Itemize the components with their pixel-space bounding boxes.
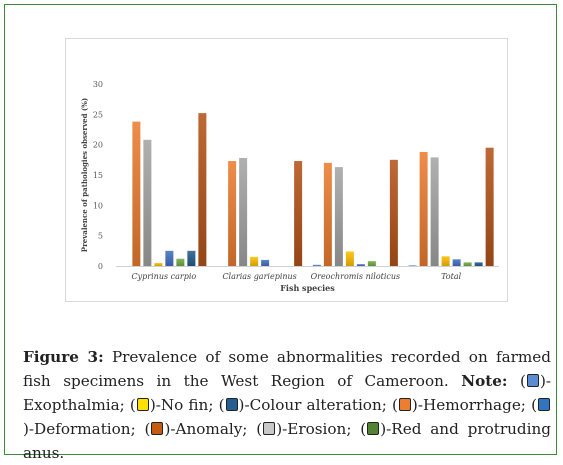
- caption-legend-open: (: [129, 396, 136, 414]
- bar: [345, 251, 354, 266]
- caption-legend-open: (: [391, 396, 398, 414]
- bar: [389, 159, 398, 266]
- caption-legend-open: (: [256, 420, 263, 438]
- y-tick-label: 5: [98, 232, 103, 241]
- legend-swatch: [151, 422, 164, 435]
- bar: [441, 256, 450, 266]
- bar: [463, 262, 472, 266]
- bar: [294, 161, 303, 266]
- y-tick-label: 25: [93, 110, 103, 119]
- bar: [165, 250, 174, 266]
- bar: [187, 250, 196, 266]
- figure-caption: Figure 3: Prevalence of some abnormaliti…: [23, 345, 551, 465]
- bar: [132, 121, 141, 266]
- caption-legend-text: )-Red and protruding anus.: [23, 420, 551, 462]
- caption-legend-open: (: [218, 396, 225, 414]
- bar: [261, 259, 270, 266]
- x-tick-label: Oreochromis niloticus: [311, 272, 401, 281]
- legend-swatch: [538, 398, 550, 411]
- y-tick-label: 15: [93, 171, 103, 180]
- x-tick-label: Clarias gariepinus: [222, 272, 296, 281]
- x-tick-label: Total: [441, 272, 462, 281]
- caption-legend-text: )-Anomaly;: [164, 420, 257, 438]
- y-tick-label: 10: [93, 201, 103, 210]
- bar: [474, 262, 483, 266]
- y-tick-label: 0: [98, 262, 103, 271]
- legend-swatch: [136, 398, 149, 411]
- x-axis-title: Fish species: [280, 283, 335, 293]
- bar: [154, 262, 163, 266]
- caption-legend-open: (: [144, 420, 151, 438]
- caption-legend-text: )-Colour alteration;: [238, 396, 392, 414]
- caption-legend-text: )-Erosion;: [276, 420, 361, 438]
- bar: [228, 161, 237, 266]
- bar: [408, 265, 417, 266]
- bar: [143, 139, 152, 266]
- bar: [367, 261, 376, 266]
- caption-label: Figure 3:: [23, 348, 104, 366]
- caption-text: Prevalence of some abnormalities recorde…: [23, 348, 551, 390]
- caption-legend-open: (: [507, 372, 526, 390]
- bar: [485, 147, 494, 266]
- caption-legend-open: (: [531, 396, 537, 414]
- bar: [250, 256, 259, 266]
- legend-swatch: [263, 422, 276, 435]
- bar: [419, 151, 428, 266]
- figure-frame: 0 5 10 15 20 25 30 Cyprinus carpio Clarias garie…: [4, 4, 557, 462]
- caption-legend-text: )-No fin;: [149, 396, 219, 414]
- caption-legend-text: )-Hemorrhage;: [411, 396, 532, 414]
- bar: [334, 167, 343, 266]
- bar-chart: 0 5 10 15 20 25 30 Cyprinus carpio Clarias garie…: [80, 80, 499, 293]
- y-tick-label: 20: [93, 141, 103, 150]
- caption-legend-text: )-Exopthalmia;: [23, 372, 551, 414]
- caption-legend-open: (: [360, 420, 367, 438]
- legend-swatch: [526, 374, 539, 387]
- bar: [430, 157, 439, 266]
- bar: [356, 264, 365, 266]
- legend-swatch: [367, 422, 380, 435]
- bar: [239, 158, 248, 266]
- bar: [176, 258, 185, 266]
- bar: [312, 264, 321, 266]
- x-tick-label: Cyprinus carpio: [132, 272, 197, 281]
- y-tick-label: 30: [93, 80, 103, 89]
- bar: [452, 259, 461, 266]
- caption-note-label: Note:: [461, 372, 508, 390]
- legend-swatch: [398, 398, 411, 411]
- legend-swatch: [225, 398, 238, 411]
- bar: [323, 162, 332, 266]
- caption-legend: ()-Exopthalmia; ()-No fin; ()-Colour alt…: [23, 372, 551, 462]
- caption-legend-text: )-Deformation;: [23, 420, 145, 438]
- y-axis-title: Prevalence of pathologies observed (%): [80, 98, 89, 252]
- bar: [198, 113, 207, 267]
- chart-area: 0 5 10 15 20 25 30 Cyprinus carpio Clarias garie…: [65, 38, 508, 302]
